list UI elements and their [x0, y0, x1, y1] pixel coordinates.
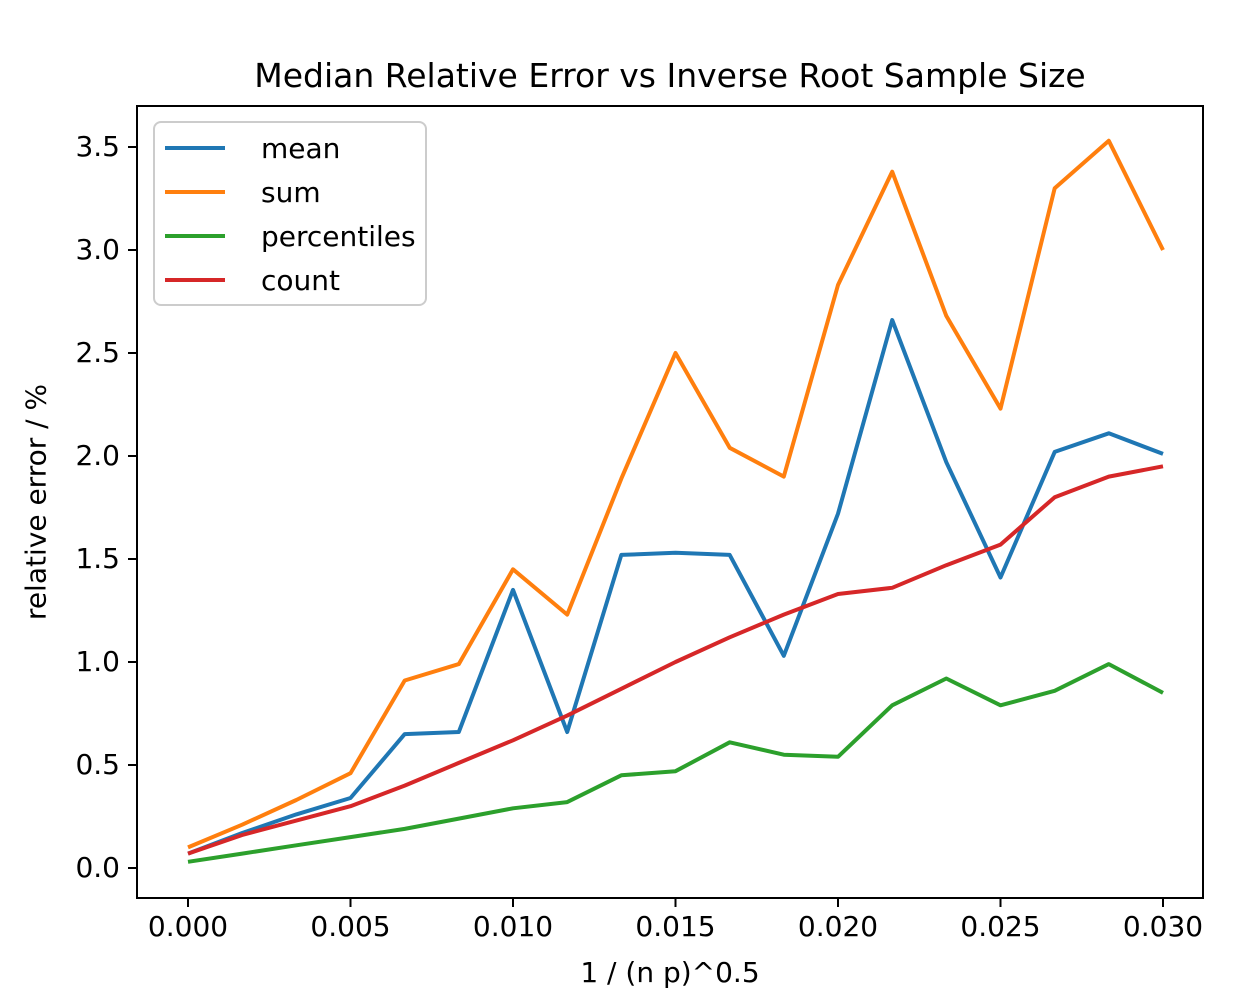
series-line-count [187, 464, 1164, 856]
series-line-sum [187, 138, 1165, 850]
legend-entry-mean: mean [155, 126, 425, 170]
legend-entry-sum: sum [155, 170, 425, 214]
axes-spines [136, 105, 1204, 899]
legend-line-icon [165, 278, 225, 282]
y-tick-label: 3.0 [75, 233, 120, 266]
x-tick-label: 0.025 [960, 910, 1041, 943]
chart-title: Median Relative Error vs Inverse Root Sa… [254, 56, 1086, 95]
x-tick-label: 0.010 [472, 910, 554, 943]
x-tick-label: 0.000 [147, 910, 229, 943]
series-line-percentiles [187, 662, 1164, 864]
y-tick-label: 2.5 [75, 336, 120, 369]
legend-label: count [261, 263, 340, 297]
legend-line-icon [165, 190, 225, 194]
y-tick-label: 2.0 [75, 439, 120, 472]
legend-label: percentiles [261, 219, 416, 253]
x-tick-label: 0.020 [797, 910, 879, 943]
legend-line-icon [165, 146, 225, 150]
y-tick-label: 3.5 [75, 130, 120, 163]
y-tick-label: 0.0 [75, 851, 120, 884]
y-tick-label: 1.0 [75, 645, 120, 678]
y-axis-label: relative error / % [19, 383, 53, 621]
x-axis-label: 1 / (n p)^0.5 [580, 956, 760, 989]
legend-label: mean [261, 131, 341, 165]
series-lines [187, 138, 1165, 864]
legend-label: sum [261, 175, 321, 209]
legend: mean sum percentiles count [153, 121, 427, 306]
legend-line-icon [165, 234, 225, 238]
y-tick-label: 0.5 [75, 748, 120, 781]
x-tick-label: 0.005 [310, 910, 391, 943]
legend-entry-count: count [155, 258, 425, 302]
series-line-mean [187, 318, 1164, 856]
legend-entry-percentiles: percentiles [155, 214, 425, 258]
x-tick-label: 0.015 [635, 910, 716, 943]
y-tick-label: 1.5 [75, 542, 120, 575]
x-tick-label: 0.030 [1122, 910, 1204, 943]
tick-marks [128, 146, 1164, 907]
